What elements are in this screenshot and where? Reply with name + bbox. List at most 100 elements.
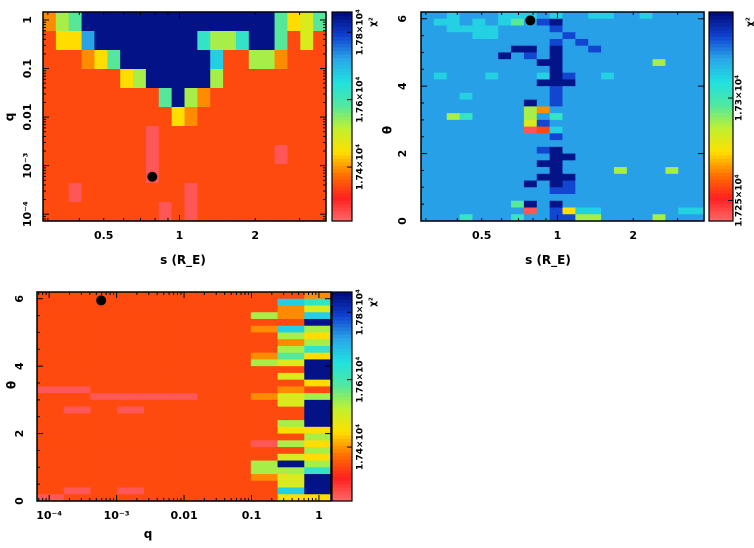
colorbar-segment [332,469,352,474]
heatmap-cell [197,339,225,347]
heatmap-cell [158,31,173,51]
y-tick-label: 2 [396,150,409,158]
colorbar-segment [332,323,352,328]
colorbar-segment [709,43,733,48]
heatmap-cell [421,133,435,141]
heatmap-cell [37,325,65,334]
colorbar-segment [332,487,352,492]
heatmap-cell [549,79,564,87]
colorbar-segment [332,99,352,104]
colorbar-segment [709,53,733,58]
heatmap-cell [170,359,198,367]
heatmap-cell [184,145,198,165]
heatmap-cell [224,305,252,313]
heatmap-cell [485,32,499,40]
heatmap-cell [117,440,145,448]
colorbar-segment [709,137,733,142]
heatmap-cell [94,88,108,108]
heatmap-cell [143,292,172,300]
heatmap-cell [120,126,134,146]
colorbar-segment [709,81,733,86]
heatmap-cell [248,183,263,203]
heatmap-cell [248,50,263,70]
heatmap-cell [549,72,564,81]
heatmap-cell [170,393,198,401]
heatmap-cell [248,12,263,32]
heatmap-cell [601,140,615,148]
heatmap-cell [472,113,486,121]
heatmap-cell [626,133,641,141]
heatmap-cell [197,406,225,414]
colorbar-segment [709,46,733,51]
heatmap-cell [170,467,198,475]
heatmap-cell [691,119,705,128]
heatmap-cell [678,146,692,155]
colorbar-segment [332,295,352,300]
heatmap-cell [120,107,134,127]
heatmap-cell [300,164,314,184]
heatmap-cell [511,72,525,81]
heatmap-cell [549,173,564,182]
heatmap-cell [433,52,448,60]
heatmap-cell [81,69,96,89]
heatmap-cell [197,50,211,70]
heatmap-cell [433,72,448,81]
heatmap-cell [107,126,121,146]
heatmap-cell [459,92,474,101]
heatmap-cell [511,153,525,161]
heatmap-cell [472,38,486,47]
heatmap-cell [523,92,538,101]
heatmap-cell [691,167,705,175]
heatmap-cell [626,113,641,121]
colorbar-segment [332,109,352,114]
heatmap-cell [626,126,641,134]
heatmap-cell [421,126,435,134]
heatmap-cell [498,214,512,222]
heatmap-cell [549,200,564,209]
heatmap-cell [170,487,198,495]
heatmap-cell [665,167,679,175]
heatmap-cell [511,214,525,222]
heatmap-cell [304,325,332,334]
heatmap-cell [459,45,474,54]
heatmap-cell [37,474,65,482]
plot-frame [420,11,705,222]
heatmap-cell [678,32,692,40]
heatmap-cell [197,474,225,482]
heatmap-cell [250,372,279,381]
heatmap-cell [224,292,252,300]
heatmap-cell [485,59,499,67]
heatmap-cell [117,345,145,354]
heatmap-cell [224,467,252,475]
heatmap-cell [459,25,474,33]
heatmap-cell [626,140,641,148]
heatmap-cell [261,183,276,203]
colorbar-segment [332,302,352,307]
heatmap-cell [433,86,448,94]
colorbar-segment [709,186,733,191]
heatmap-cell [613,72,628,81]
heatmap-cell [158,12,173,32]
heatmap-cell [536,25,551,33]
heatmap-cell [421,167,435,175]
heatmap-cell [588,119,602,128]
heatmap-cell [485,72,499,81]
heatmap-cell [250,332,279,340]
heatmap-cell [613,113,628,121]
heatmap-cell [472,146,486,155]
heatmap-cell [639,106,654,114]
heatmap-cell [143,487,172,495]
heatmap-cell [485,45,499,54]
heatmap-cell [639,140,654,148]
heatmap-cell [575,52,589,60]
heatmap-cell [588,106,602,114]
heatmap-cell [277,494,305,502]
heatmap-cell [90,332,118,340]
heatmap-cell [549,180,564,188]
heatmap-cell [63,433,92,441]
heatmap-cell [498,187,512,195]
heatmap-cell [37,406,65,414]
heatmap-cell [433,18,448,27]
heatmap-cell [143,467,172,475]
heatmap-cell [665,180,679,188]
